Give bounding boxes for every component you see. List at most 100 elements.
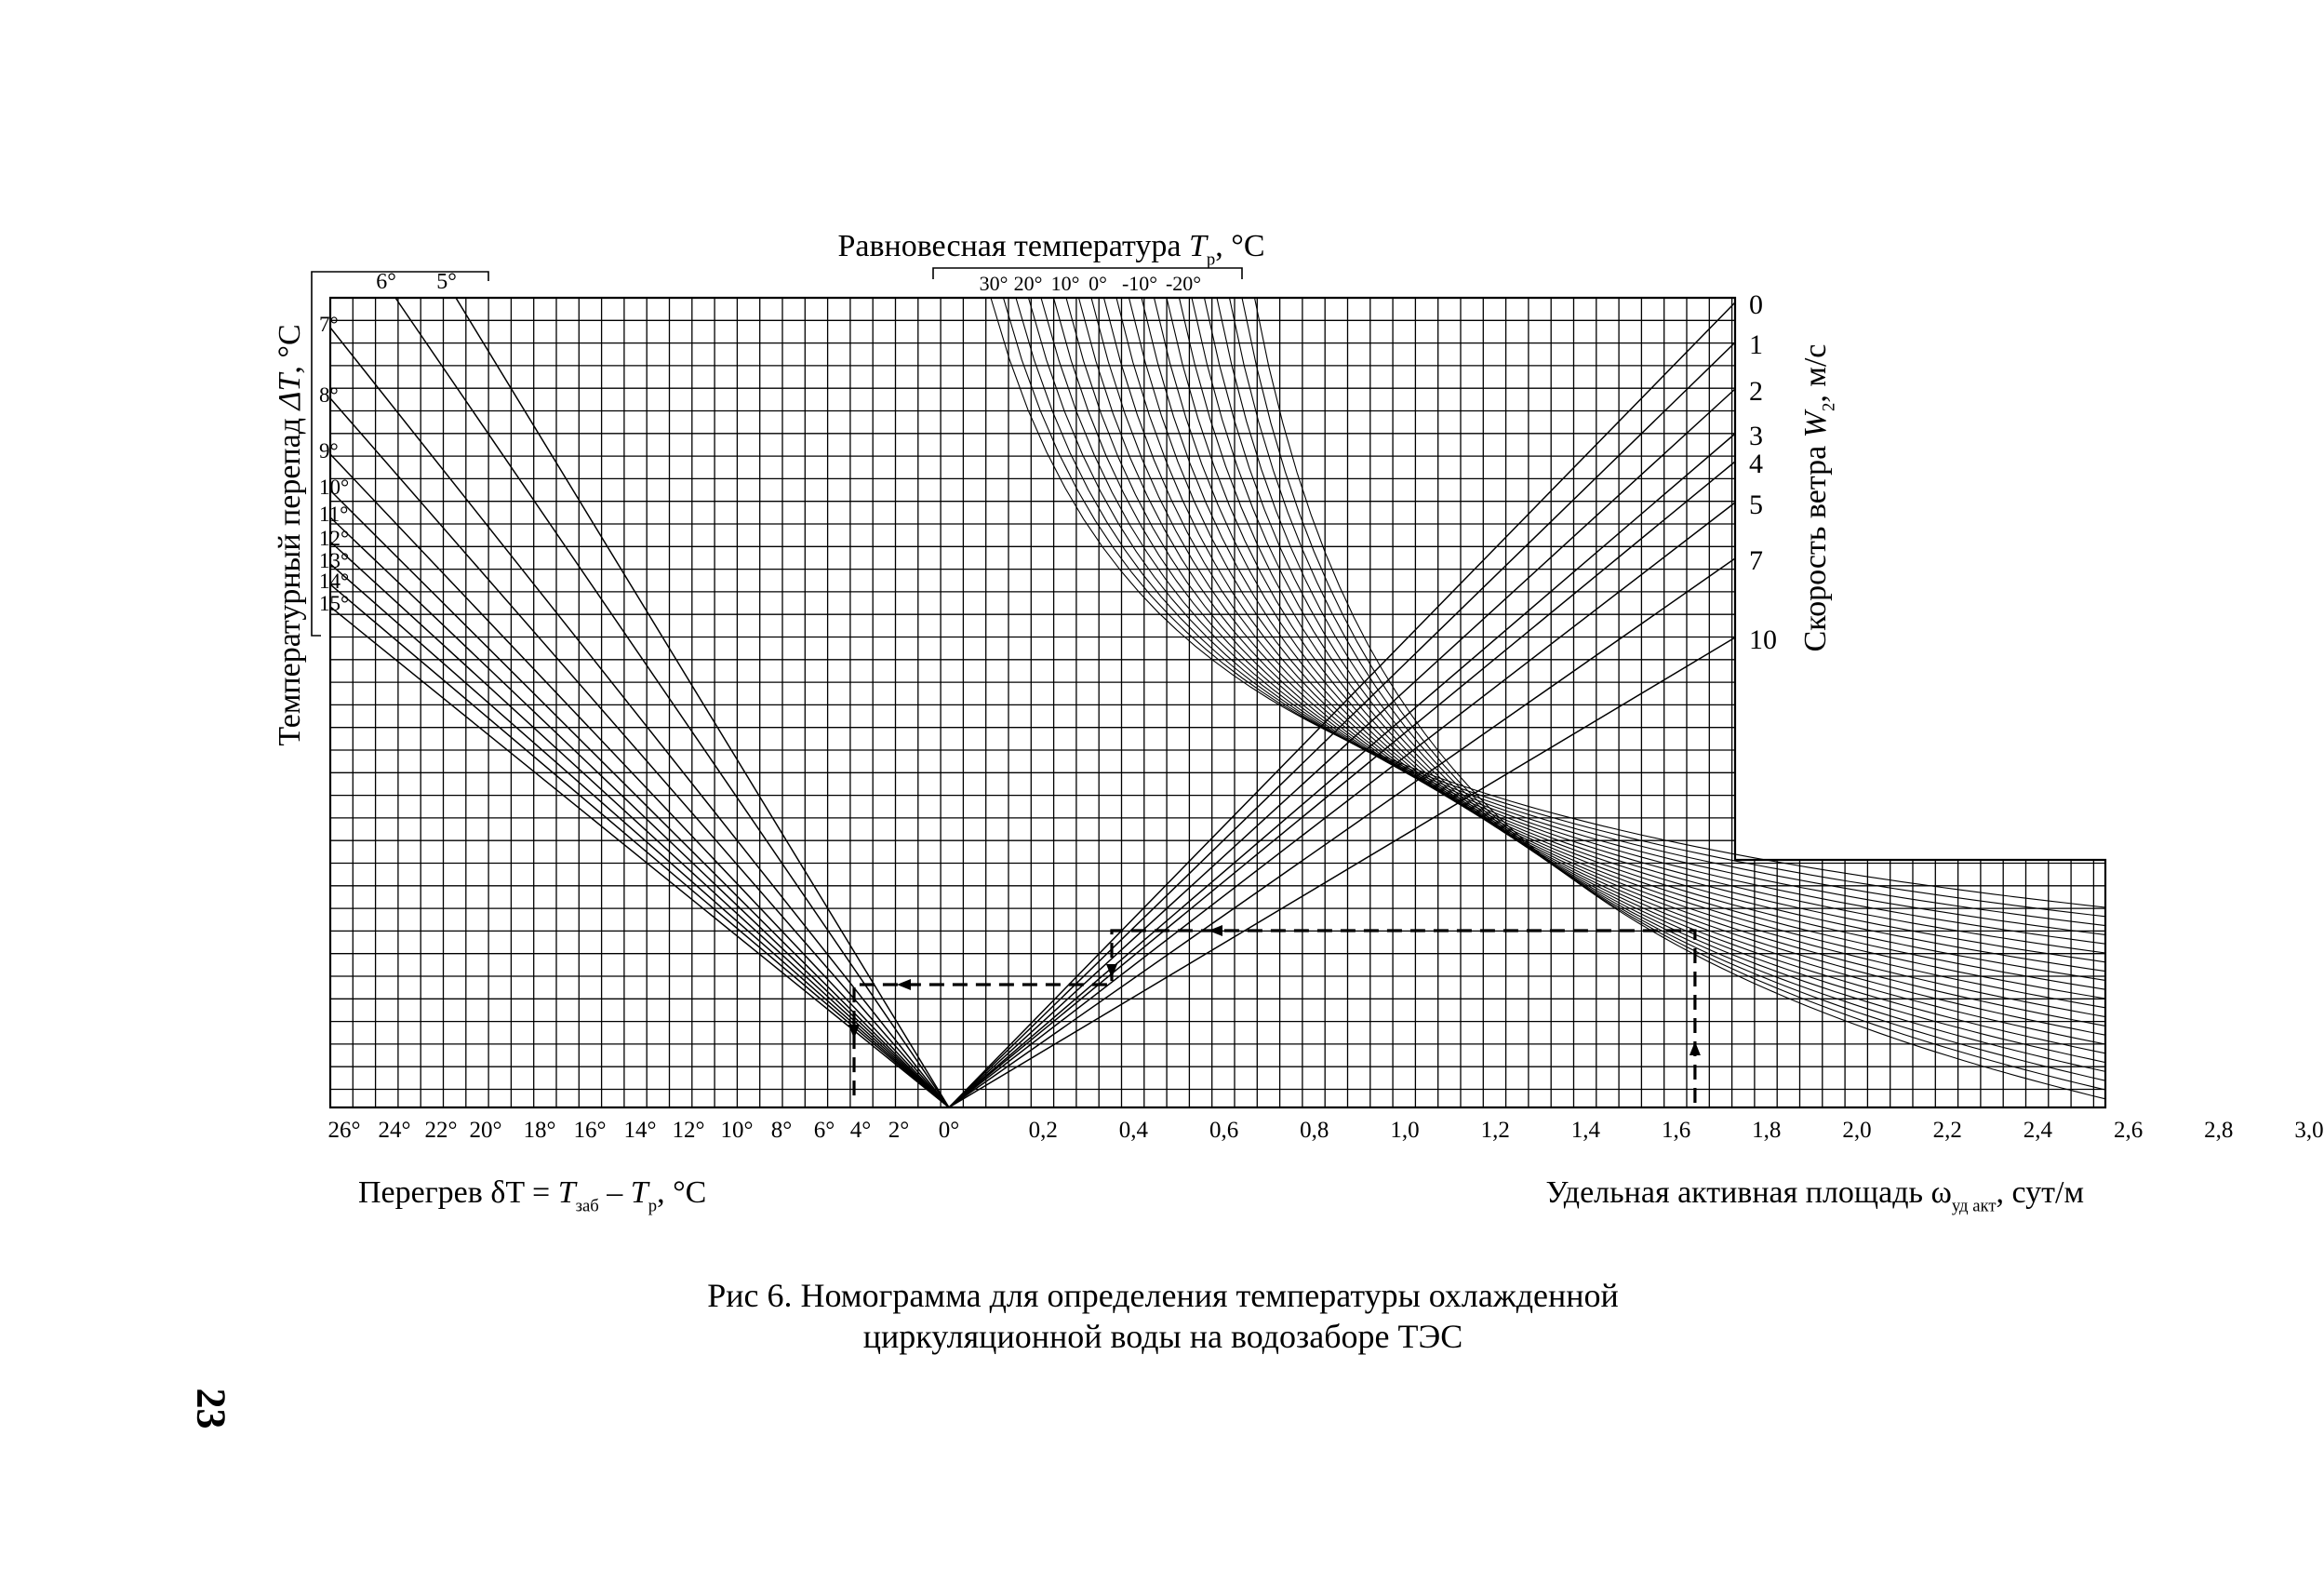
wind-tick-label: 10 bbox=[1749, 624, 1777, 655]
area-tick-label: 1,0 bbox=[1390, 1118, 1419, 1143]
wind-speed-line bbox=[948, 302, 1736, 1108]
overheat-axis-title: Перегрев δT = Tзаб – Tр, °С bbox=[358, 1175, 706, 1216]
equilibrium-temp-curve bbox=[1216, 297, 2106, 1072]
equilibrium-temp-curve bbox=[1027, 297, 2106, 935]
delta-t-tick-label: 10° bbox=[319, 476, 349, 499]
eq-temp-tick-label: 10° bbox=[1051, 272, 1080, 295]
overheat-tick-label: 14° bbox=[624, 1118, 657, 1143]
equilibrium-temp-curve bbox=[1052, 297, 2106, 954]
caption-line-1: Рис 6. Номограмма для определения темпер… bbox=[707, 1277, 1619, 1314]
chart-curves bbox=[329, 297, 2106, 1108]
wind-tick-label: 2 bbox=[1749, 376, 1763, 407]
overheat-tick-label: 0° bbox=[939, 1118, 960, 1143]
overheat-tick-label: 8° bbox=[771, 1118, 793, 1143]
wind-tick-label: 5 bbox=[1749, 490, 1763, 520]
example-path bbox=[848, 925, 1701, 1103]
example-dashed-path bbox=[852, 929, 1697, 1103]
equilibrium-temp-curve bbox=[1077, 297, 2106, 973]
equilibrium-temp-curve bbox=[1102, 297, 2106, 990]
delta-t-line bbox=[329, 397, 950, 1108]
area-tick-label: 0,6 bbox=[1209, 1118, 1238, 1143]
wind-speed-line bbox=[948, 637, 1736, 1108]
eq-temp-tick-label: 30° bbox=[980, 272, 1008, 295]
eq-temp-tick-label: 20° bbox=[1014, 272, 1043, 295]
delta-t-line bbox=[394, 297, 950, 1108]
delta-t-line bbox=[329, 606, 950, 1108]
area-tick-label: 1,4 bbox=[1571, 1118, 1601, 1143]
area-tick-label: 0,8 bbox=[1300, 1118, 1329, 1143]
eq-temp-tick-label: -20° bbox=[1166, 272, 1201, 295]
delta-t-top-tick-label: 5° bbox=[436, 270, 457, 294]
area-tick-label: 2,2 bbox=[1933, 1118, 1962, 1143]
area-tick-label: 2,8 bbox=[2204, 1118, 2233, 1143]
path-arrow bbox=[1209, 925, 1222, 936]
area-tick-label: 3,0 bbox=[2294, 1118, 2323, 1143]
equilibrium-temp-curve bbox=[1115, 297, 2106, 999]
equilibrium-temp-curve bbox=[1015, 297, 2106, 927]
path-arrow bbox=[897, 979, 911, 990]
caption-line-2: циркуляционной воды на водозаборе ТЭС bbox=[862, 1318, 1463, 1355]
delta-t-line bbox=[329, 453, 950, 1108]
equilibrium-temp-curve bbox=[1241, 297, 2106, 1091]
overheat-tick-label: 6° bbox=[814, 1118, 835, 1143]
delta-t-line bbox=[329, 584, 950, 1108]
overheat-tick-label: 12° bbox=[673, 1118, 705, 1143]
delta-t-tick-label: 13° bbox=[319, 549, 349, 572]
equilibrium-temp-curve bbox=[1002, 297, 2106, 918]
equilibrium-temp-title: Равновесная температура Tр, °С bbox=[837, 229, 1264, 270]
area-tick-label: 2,0 bbox=[1842, 1118, 1871, 1143]
path-arrow bbox=[1106, 964, 1117, 978]
delta-t-tick-label: 12° bbox=[319, 527, 349, 550]
overheat-tick-label: 26° bbox=[328, 1118, 361, 1143]
equilibrium-temp-curve bbox=[1166, 297, 2106, 1036]
wind-speed-line bbox=[948, 557, 1736, 1108]
wind-speed-line bbox=[948, 388, 1736, 1108]
delta-t-bracket bbox=[311, 271, 321, 637]
wind-tick-label: 1 bbox=[1749, 329, 1763, 360]
equilibrium-temp-curve bbox=[990, 297, 2106, 908]
overheat-tick-label: 20° bbox=[470, 1118, 502, 1143]
wind-tick-label: 4 bbox=[1749, 449, 1763, 479]
grid-outline bbox=[328, 296, 2107, 1109]
equilibrium-temp-curve bbox=[1228, 297, 2106, 1081]
delta-t-tick-label: 8° bbox=[319, 383, 339, 407]
area-tick-label: 0,2 bbox=[1029, 1118, 1058, 1143]
equilibrium-temp-curve bbox=[1090, 297, 2106, 981]
equilibrium-temp-curve bbox=[1153, 297, 2106, 1026]
wind-tick-label: 7 bbox=[1749, 545, 1763, 576]
equilibrium-temp-curve bbox=[1178, 297, 2106, 1045]
path-arrow bbox=[848, 1025, 860, 1039]
overheat-tick-label: 10° bbox=[721, 1118, 754, 1143]
eq-temp-tick-label: -10° bbox=[1122, 272, 1157, 295]
equilibrium-temp-curve bbox=[1040, 297, 2106, 945]
chart-labels: 7°8°9°10°11°12°13°14°15°6° 5°01234571026°… bbox=[273, 229, 2324, 1216]
equilibrium-temp-curve bbox=[1253, 297, 2106, 1100]
overheat-tick-label: 4° bbox=[850, 1118, 872, 1143]
eq-temp-bracket bbox=[932, 267, 1243, 279]
path-arrow bbox=[1689, 1041, 1701, 1055]
delta-t-line bbox=[329, 541, 950, 1108]
area-tick-label: 1,8 bbox=[1752, 1118, 1781, 1143]
delta-t-line bbox=[455, 297, 950, 1108]
equilibrium-temp-curve bbox=[1203, 297, 2106, 1064]
equilibrium-temp-curve bbox=[1065, 297, 2106, 963]
overheat-tick-label: 16° bbox=[574, 1118, 607, 1143]
delta-t-line bbox=[329, 516, 950, 1108]
delta-t-line bbox=[329, 327, 950, 1108]
area-tick-label: 1,2 bbox=[1481, 1118, 1510, 1143]
wind-tick-label: 3 bbox=[1749, 421, 1763, 451]
equilibrium-temp-curve bbox=[1141, 297, 2106, 1018]
area-tick-label: 2,4 bbox=[2023, 1118, 2053, 1143]
delta-t-tick-label: 7° bbox=[319, 313, 339, 336]
overheat-tick-label: 18° bbox=[524, 1118, 556, 1143]
area-axis-title: Удельная активная площадь ωуд акт, сут/м bbox=[1545, 1175, 2084, 1216]
page-number: 23 bbox=[188, 1388, 234, 1429]
eq-temp-tick-label: 0° bbox=[1089, 272, 1107, 295]
equilibrium-temp-curve bbox=[1191, 297, 2106, 1054]
wind-speed-line bbox=[948, 433, 1736, 1108]
delta-t-axis-title: Температурный перепад ΔT, °С bbox=[273, 324, 307, 745]
delta-t-top-bracket bbox=[321, 271, 489, 281]
delta-t-top-tick-label: 6° bbox=[376, 270, 396, 294]
delta-t-tick-label: 15° bbox=[319, 592, 349, 615]
